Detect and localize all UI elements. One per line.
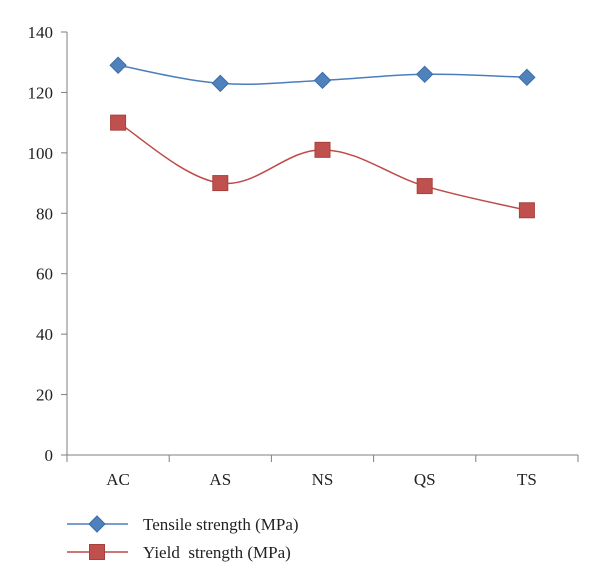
y-tick-label: 40 [36,325,53,344]
data-point-square [518,202,535,219]
data-point-diamond [313,71,332,90]
legend-item: Tensile strength (MPa) [67,515,299,534]
y-tick-label: 120 [28,83,54,102]
y-tick-label: 0 [45,446,54,465]
data-point-square [416,178,433,195]
y-tick-label: 80 [36,204,53,223]
data-point-diamond [518,68,536,87]
x-ticks: AC AS NS QS TS [66,455,579,489]
x-tick-label: QS [414,470,436,489]
legend-item: Yield strength (MPa) [67,543,291,562]
x-tick-label: AC [106,470,130,489]
axes [66,32,578,456]
data-point-square [110,114,127,131]
data-point-diamond [211,74,230,93]
data-point-square [314,141,331,158]
series-tensile-strength [109,56,536,93]
y-tick-label: 20 [36,386,53,405]
legend-square-marker [89,544,105,560]
y-tick-label: 140 [28,23,54,42]
y-tick-label: 60 [36,265,53,284]
series-line [117,121,528,211]
data-point-diamond [415,65,434,84]
y-ticks: 0 20 40 60 80 100 120 140 [28,23,67,465]
y-tick-label: 100 [28,144,54,163]
series-yield-strength [110,114,535,219]
data-point-square [212,175,229,192]
legend-label: Tensile strength (MPa) [143,515,299,534]
series-group [109,56,536,219]
x-tick-label: AS [209,470,231,489]
data-point-diamond [109,56,127,74]
legend: Tensile strength (MPa) Yield strength (MP… [67,515,299,562]
legend-label: Yield strength (MPa) [143,543,291,562]
x-tick-label: NS [312,470,334,489]
legend-diamond-marker [88,515,106,533]
x-tick-label: TS [517,470,537,489]
